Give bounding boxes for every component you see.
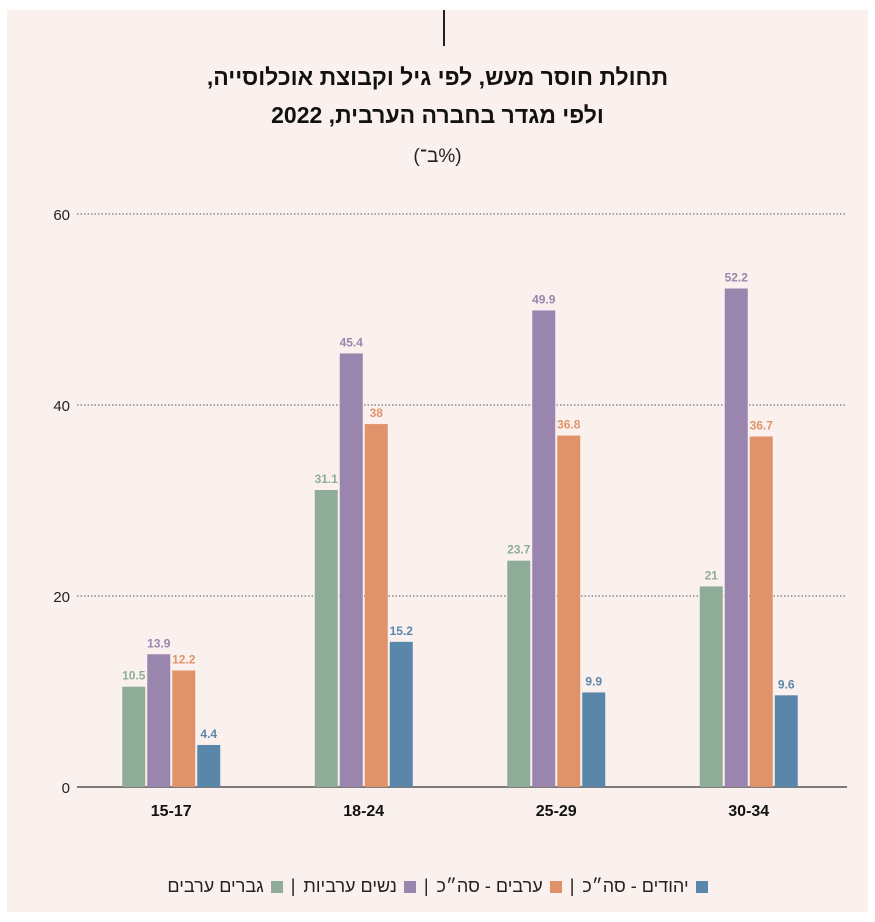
legend-separator: |	[423, 876, 429, 896]
data-label: 21	[705, 568, 719, 582]
y-tick-label: 20	[53, 589, 70, 606]
data-label: 13.9	[147, 636, 171, 650]
bar	[389, 641, 413, 787]
data-label: 49.9	[532, 292, 556, 306]
legend-label-arabs: ערבים - סה״כ	[436, 876, 543, 896]
data-label: 31.1	[315, 472, 339, 486]
legend-label-jews: יהודים - סה״כ	[582, 876, 689, 896]
data-label: 52.2	[725, 270, 749, 284]
bar	[774, 695, 798, 787]
x-tick-label: 25-29	[536, 803, 577, 820]
bar	[147, 654, 171, 787]
x-tick-label: 15-17	[151, 803, 192, 820]
bar	[314, 489, 338, 787]
legend-swatch-arab-men	[270, 880, 283, 893]
data-label: 12.2	[172, 652, 196, 666]
chart-subtitle: (ב־%)	[413, 146, 462, 167]
legend-item-arab-women: נשים ערביות	[303, 876, 416, 897]
data-label: 4.4	[200, 727, 217, 741]
chart-title: תחולת חוסר מעש, לפי גיל וקבוצת אוכלוסייה…	[0, 58, 875, 134]
x-tick-label: 30-34	[728, 803, 769, 820]
legend-swatch-arab-women	[403, 880, 416, 893]
legend-swatch-jews	[695, 880, 708, 893]
data-label: 36.8	[557, 418, 581, 432]
chart-title-line-2: ולפי מגדר בחברה הערבית, 2022	[271, 102, 604, 128]
legend: יהודים - סה״כ | ערבים - סה״כ | נשים ערבי…	[0, 876, 875, 897]
y-tick-label: 40	[53, 398, 70, 415]
legend-label-arab-women: נשים ערביות	[303, 876, 397, 896]
bar	[339, 353, 363, 787]
data-label: 10.5	[122, 669, 146, 683]
bar	[557, 435, 581, 787]
chart-title-line-1: תחולת חוסר מעש, לפי גיל וקבוצת אוכלוסייה…	[206, 64, 669, 90]
bar	[507, 560, 531, 787]
bar	[582, 692, 606, 787]
top-divider	[443, 10, 445, 46]
legend-swatch-arabs	[549, 880, 562, 893]
data-label: 23.7	[507, 543, 531, 557]
bar	[532, 310, 556, 787]
x-tick-label: 18-24	[343, 803, 384, 820]
legend-label-arab-men: גברים ערבים	[167, 876, 264, 896]
data-label: 9.9	[585, 674, 602, 688]
bar	[122, 686, 146, 787]
data-label: 9.6	[778, 677, 795, 691]
data-label: 15.2	[390, 624, 414, 638]
legend-separator: |	[569, 876, 575, 896]
legend-item-arabs: ערבים - סה״כ	[437, 876, 562, 897]
bar	[724, 288, 748, 787]
bar	[749, 436, 773, 787]
legend-item-jews: יהודים - סה״כ	[582, 876, 708, 897]
bar	[197, 744, 221, 787]
y-tick-label: 0	[62, 780, 70, 797]
legend-separator: |	[290, 876, 296, 896]
data-label: 45.4	[340, 335, 364, 349]
bar	[364, 424, 388, 787]
data-label: 36.7	[750, 419, 774, 433]
bar	[172, 670, 196, 787]
y-tick-label: 60	[53, 207, 70, 224]
data-label: 38	[370, 406, 384, 420]
legend-item-arab-men: גברים ערבים	[167, 876, 283, 897]
bar	[699, 586, 723, 787]
